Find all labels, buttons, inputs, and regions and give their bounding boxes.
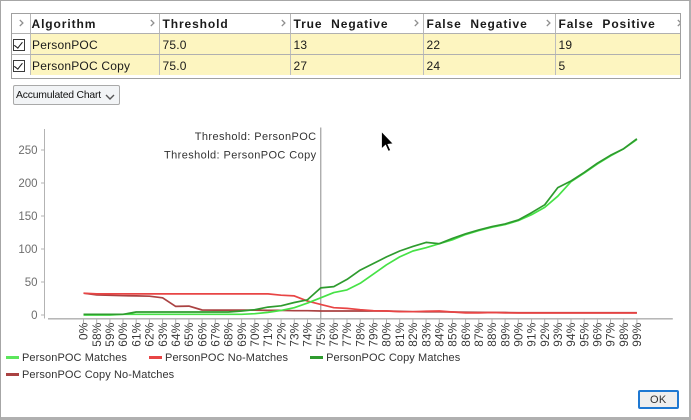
- svg-text:60%: 60%: [116, 322, 130, 347]
- svg-text:78%: 78%: [353, 322, 367, 347]
- svg-text:67%: 67%: [209, 322, 223, 347]
- svg-text:58%: 58%: [90, 322, 104, 347]
- svg-text:90%: 90%: [512, 322, 526, 347]
- svg-text:97%: 97%: [604, 322, 618, 347]
- svg-text:72%: 72%: [274, 322, 288, 347]
- svg-text:62%: 62%: [143, 322, 157, 347]
- svg-text:69%: 69%: [235, 322, 249, 347]
- svg-text:86%: 86%: [459, 322, 473, 347]
- svg-text:95%: 95%: [577, 322, 591, 347]
- svg-text:80%: 80%: [380, 322, 394, 347]
- svg-text:73%: 73%: [288, 322, 302, 347]
- svg-text:63%: 63%: [156, 322, 170, 347]
- svg-text:64%: 64%: [169, 322, 183, 347]
- svg-text:81%: 81%: [393, 322, 407, 347]
- svg-text:96%: 96%: [591, 322, 605, 347]
- svg-text:68%: 68%: [222, 322, 236, 347]
- svg-text:100: 100: [18, 244, 37, 256]
- svg-text:61%: 61%: [129, 322, 143, 347]
- svg-text:87%: 87%: [472, 322, 486, 347]
- svg-text:66%: 66%: [195, 322, 209, 347]
- svg-text:94%: 94%: [564, 322, 578, 347]
- svg-text:85%: 85%: [446, 322, 460, 347]
- svg-text:74%: 74%: [301, 322, 315, 347]
- svg-text:82%: 82%: [406, 322, 420, 347]
- svg-text:59%: 59%: [103, 322, 117, 347]
- svg-text:71%: 71%: [261, 322, 275, 347]
- svg-text:84%: 84%: [433, 322, 447, 347]
- svg-text:250: 250: [18, 145, 37, 157]
- svg-text:92%: 92%: [538, 322, 552, 347]
- svg-text:79%: 79%: [367, 322, 381, 347]
- svg-text:98%: 98%: [617, 322, 631, 347]
- svg-text:50: 50: [25, 277, 38, 289]
- svg-text:76%: 76%: [327, 322, 341, 347]
- svg-text:99%: 99%: [630, 322, 644, 347]
- svg-text:88%: 88%: [485, 322, 499, 347]
- svg-text:75%: 75%: [314, 322, 328, 347]
- svg-text:200: 200: [18, 178, 37, 190]
- svg-text:77%: 77%: [340, 322, 354, 347]
- svg-text:Threshold: PersonPOC: Threshold: PersonPOC: [195, 131, 317, 143]
- svg-text:0%: 0%: [77, 322, 91, 340]
- svg-text:65%: 65%: [182, 322, 196, 347]
- svg-text:0: 0: [31, 310, 37, 322]
- svg-text:Threshold: PersonPOC Copy: Threshold: PersonPOC Copy: [164, 150, 317, 162]
- svg-text:93%: 93%: [551, 322, 565, 347]
- svg-text:91%: 91%: [525, 322, 539, 347]
- svg-text:89%: 89%: [498, 322, 512, 347]
- svg-text:83%: 83%: [419, 322, 433, 347]
- svg-text:70%: 70%: [248, 322, 262, 347]
- svg-text:150: 150: [18, 211, 37, 223]
